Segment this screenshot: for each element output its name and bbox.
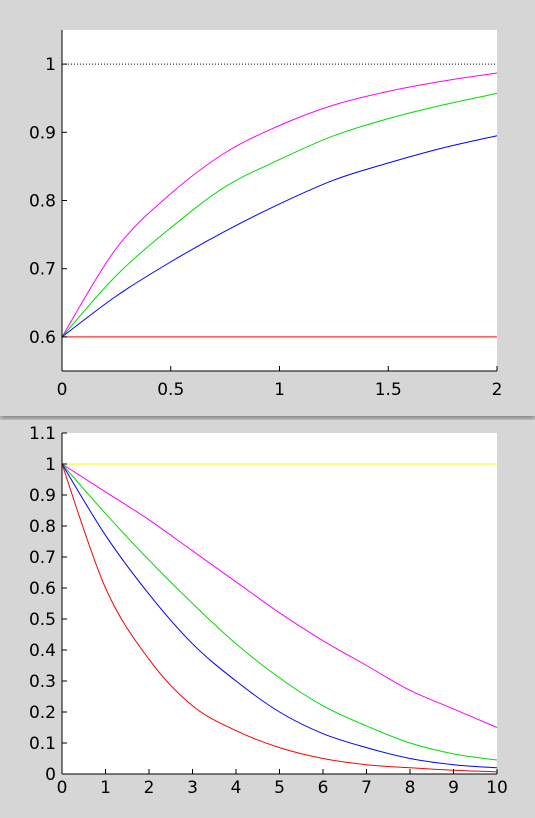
series-line-2 (61, 135, 498, 338)
y-tick-label: 0 (45, 765, 56, 785)
x-tick-label: 10 (486, 778, 508, 798)
x-tick-label: 1 (100, 778, 111, 798)
y-tick-label: 0.9 (29, 123, 56, 143)
y-tick-label: 0.7 (29, 260, 56, 280)
top-line-chart: 0 0.5 1 1.5 2 0.6 0.7 0.8 0.9 1 (29, 30, 503, 400)
y-tick-label: 0.8 (29, 517, 56, 537)
bottom-chart-panel: 0 1 2 3 4 5 6 7 8 9 10 0 0.1 0.2 0.3 0.4 0.5 0.6 0.7 0.8 0.9… (0, 420, 535, 818)
y-tick-label: 1 (45, 55, 56, 75)
series-line-0 (61, 72, 498, 338)
x-tick-label: 3 (187, 778, 198, 798)
x-tick-label: 0.5 (157, 380, 184, 400)
x-tick-label: 5 (274, 778, 285, 798)
y-tick-label: 0.7 (29, 548, 56, 568)
x-tick-label: 1 (274, 380, 285, 400)
x-tick-label: 8 (405, 778, 416, 798)
x-tick-label: 4 (231, 778, 242, 798)
bottom-line-chart: 0 1 2 3 4 5 6 7 8 9 10 0 0.1 0.2 0.3 0.4 0.5 0.6 0.7 0.8 0.9… (29, 424, 508, 798)
x-tick-label: 9 (448, 778, 459, 798)
y-tick-label: 0.2 (29, 703, 56, 723)
y-tick-label: 0.1 (29, 734, 56, 754)
top-chart-panel: 0 0.5 1 1.5 2 0.6 0.7 0.8 0.9 1 (28, 30, 503, 400)
y-tick-label: 1.1 (29, 424, 56, 444)
y-tick-label: 0.4 (29, 641, 56, 661)
series-line-2 (61, 463, 498, 761)
series-line-1 (61, 463, 498, 728)
y-tick-label: 1 (45, 455, 56, 475)
y-tick-label: 0.5 (29, 610, 56, 630)
y-tick-label: 0.3 (29, 672, 56, 692)
x-tick-label: 6 (318, 778, 329, 798)
plot-area (62, 433, 497, 774)
x-tick-label: 1.5 (375, 380, 402, 400)
series-line-4 (61, 463, 498, 773)
series-line-3 (61, 463, 498, 769)
y-tick-label: 0.6 (29, 328, 56, 348)
y-tick-label: 0.6 (29, 579, 56, 599)
x-tick-label: 0 (57, 380, 68, 400)
x-tick-label: 7 (361, 778, 372, 798)
y-tick-label: 0.9 (29, 486, 56, 506)
y-tick-label: 0.8 (29, 192, 56, 212)
x-tick-label: 2 (144, 778, 155, 798)
plot-area (62, 30, 497, 371)
x-tick-label: 0 (57, 778, 68, 798)
series-line-1 (61, 92, 498, 338)
x-tick-label: 2 (492, 380, 503, 400)
